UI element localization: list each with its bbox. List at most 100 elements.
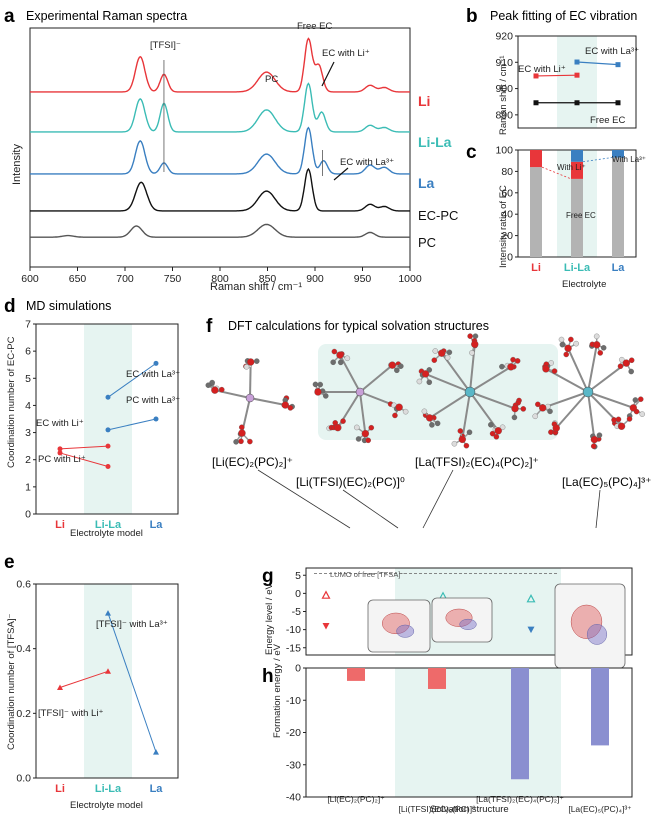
legend-li: Li: [418, 93, 430, 109]
d-ytick-label: 0: [25, 509, 31, 521]
atom: [596, 432, 603, 438]
lumo-label: LUMO of free [TFSA]⁻: [330, 570, 404, 579]
e-point: [153, 749, 159, 755]
md-cn-plot: 0 1 2 3 4 5 6 7 Li Li-La La: [25, 319, 179, 531]
atom: [451, 440, 458, 447]
e-band: [84, 584, 132, 778]
atom: [615, 416, 622, 423]
a-xtick-label: 900: [306, 273, 324, 285]
a-frame: [29, 27, 411, 268]
atom: [219, 386, 225, 393]
atom: [211, 386, 219, 394]
bond: [555, 391, 589, 429]
b-line: [535, 74, 578, 77]
d-point: [105, 427, 111, 433]
h-ytick-label: -30: [286, 759, 301, 771]
c-category-label: Li-La: [564, 262, 591, 274]
b-ytick-label: 890: [495, 109, 513, 121]
atom: [494, 427, 502, 435]
atom: [426, 379, 433, 385]
atom: [535, 401, 541, 408]
bond: [359, 391, 367, 434]
b-ytick-label: 910: [495, 57, 513, 69]
d-line: [107, 362, 157, 398]
a-ylabel: Intensity: [11, 144, 23, 185]
spectrum-li: [30, 37, 410, 93]
panel-f-letter: f: [206, 316, 213, 337]
atom: [395, 403, 403, 411]
atom: [514, 358, 521, 364]
d-line: [59, 452, 109, 467]
d-point: [57, 450, 63, 456]
bond: [469, 391, 500, 432]
panel-e-letter: e: [4, 552, 15, 573]
d-label-pc-li: PC with Li⁺: [38, 454, 86, 465]
atom: [425, 414, 434, 422]
atom: [511, 414, 518, 421]
atom: [239, 424, 245, 431]
d-ytick-label: 4: [25, 400, 31, 412]
h-ylabel: Formation energy / eV: [272, 643, 283, 738]
panel-a-title: Experimental Raman spectra: [26, 9, 187, 23]
c-ytick-label: 0: [507, 252, 513, 264]
ec-la-annotation: EC with La³⁺: [340, 157, 394, 168]
atom: [622, 359, 630, 367]
atom: [507, 363, 515, 371]
atom: [421, 408, 428, 415]
e-category-label: La: [150, 783, 164, 795]
h-category-label: [La(EC)₅(PC)₄]³⁺: [568, 804, 632, 814]
a-xtick-label: 600: [21, 273, 39, 285]
c-category-label: Li: [531, 262, 541, 274]
atom: [330, 359, 336, 365]
panel-b-letter: b: [466, 6, 478, 27]
atom: [559, 341, 566, 348]
e-ylabel: Coordination number of [TFSA]⁻: [6, 614, 17, 751]
c-ytick-label: 80: [501, 166, 513, 178]
atom: [438, 349, 446, 357]
metal-center: [464, 386, 476, 398]
metal-center: [355, 387, 365, 397]
atom: [617, 363, 624, 369]
bond: [425, 373, 471, 393]
atom: [337, 359, 344, 366]
atom: [593, 341, 601, 349]
panel-d: d MD simulations 0 1 2 3 4 5 6 7 Li Li-La La EC wi…: [4, 296, 180, 539]
atom: [539, 404, 547, 412]
molecule-structures: [205, 333, 645, 529]
atom: [590, 443, 597, 449]
c-xlabel: Electrolyte: [562, 279, 606, 290]
panel-h: h 0 -10 -20 -30 -40 [Li(EC)₂(PC)₂]⁺ [Li(TFSI)(…: [262, 643, 633, 815]
atom: [632, 397, 639, 403]
atom: [233, 439, 239, 445]
d-label-pc-la: PC with La³⁺: [126, 395, 180, 406]
atom: [597, 350, 604, 356]
c-ytick-label: 40: [501, 209, 513, 221]
atom: [331, 348, 338, 355]
atom: [629, 404, 637, 412]
ec-li-arrow: [321, 61, 335, 87]
d-point: [153, 360, 159, 366]
f-highlight-box: [318, 344, 558, 440]
d-ytick-label: 6: [25, 346, 31, 358]
d-xlabel: Electrolyte model: [70, 528, 143, 539]
atom: [558, 336, 565, 343]
panel-c-letter: c: [466, 142, 477, 163]
homo-point: [527, 626, 535, 634]
atom: [402, 408, 409, 415]
e-ytick-label: 0.0: [16, 773, 31, 785]
atom: [238, 438, 244, 445]
c-label-free: Free EC: [566, 211, 596, 220]
d-label-ec-li: EC with Li⁺: [36, 418, 84, 429]
c-bar-segment: [612, 157, 624, 257]
atom: [434, 420, 441, 427]
b-point: [533, 100, 539, 106]
bond: [567, 347, 589, 393]
atom: [247, 358, 255, 366]
b-ytick-label: 900: [495, 83, 513, 95]
d-point: [153, 416, 159, 422]
lumo-point: [321, 590, 331, 599]
atom: [287, 405, 294, 411]
atom: [493, 433, 500, 440]
h-ytick-label: 0: [295, 663, 301, 675]
raman-plot: 600 650 700 750 800 850 900 950 1000: [21, 27, 422, 285]
